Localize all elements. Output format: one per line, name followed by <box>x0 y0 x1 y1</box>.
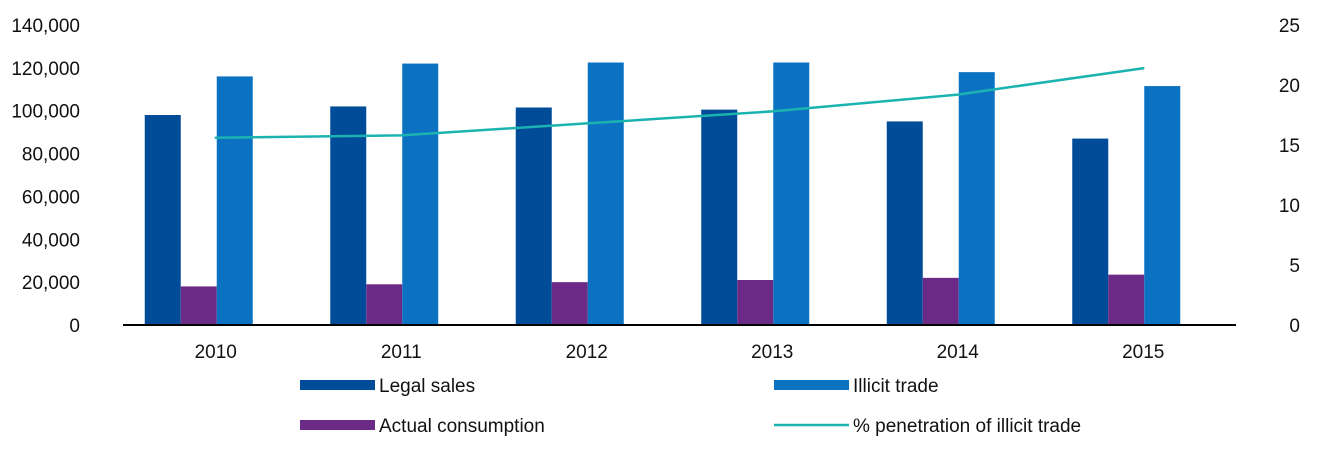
right-axis-tick-label: 20 <box>1279 76 1300 97</box>
left-axis-tick-label: 80,000 <box>22 145 80 166</box>
legend-swatch-illicit-trade <box>774 380 849 390</box>
legend: Legal sales Illicit trade Actual consumpti… <box>300 376 1081 437</box>
bar-actual-consumption-2012 <box>552 282 588 325</box>
bar-actual-consumption-2013 <box>737 280 773 325</box>
right-axis-tick-label: 10 <box>1279 196 1300 217</box>
bar-legal-sales-2011 <box>330 106 366 325</box>
left-axis-tick-label: 140,000 <box>11 16 80 37</box>
bar-illicit-trade-2013 <box>773 63 809 326</box>
legend-label-legal-sales: Legal sales <box>379 376 475 397</box>
bar-legal-sales-2013 <box>701 110 737 325</box>
x-axis-tick-label: 2012 <box>566 342 608 363</box>
bar-actual-consumption-2015 <box>1108 275 1144 325</box>
bar-illicit-trade-2012 <box>588 63 624 326</box>
legend-swatch-legal-sales <box>300 380 375 390</box>
x-axis-tick-label: 2014 <box>937 342 980 363</box>
right-axis-tick-labels: 0 5 10 15 20 25 <box>1279 16 1300 337</box>
legend-label-actual-consumption: Actual consumption <box>379 416 545 437</box>
x-axis-tick-label: 2013 <box>751 342 793 363</box>
left-axis-tick-label: 40,000 <box>22 230 80 251</box>
bar-legal-sales-2015 <box>1072 139 1108 325</box>
left-axis-tick-labels: 0 20,000 40,000 60,000 80,000 100,000 120,000 1… <box>11 16 80 337</box>
bar-legal-sales-2012 <box>516 108 552 326</box>
x-axis-tick-label: 2010 <box>195 342 237 363</box>
left-axis-tick-label: 100,000 <box>11 102 80 123</box>
legend-swatch-actual-consumption <box>300 420 375 430</box>
right-axis-tick-label: 25 <box>1279 16 1300 37</box>
bar-illicit-trade-2011 <box>402 64 438 325</box>
right-axis-tick-label: 15 <box>1279 136 1300 157</box>
x-axis-tick-label: 2011 <box>381 342 422 363</box>
right-axis-tick-label: 0 <box>1289 316 1300 337</box>
bar-actual-consumption-2014 <box>923 278 959 325</box>
bar-legal-sales-2014 <box>887 121 923 325</box>
legend-label-illicit-trade: Illicit trade <box>853 376 939 397</box>
left-axis-tick-label: 60,000 <box>22 187 80 208</box>
bar-illicit-trade-2014 <box>959 72 995 325</box>
left-axis-tick-label: 120,000 <box>11 59 80 80</box>
x-axis-tick-labels: 2010 2011 2012 2013 2014 2015 <box>195 342 1165 363</box>
legend-label-penetration-of-illicit-trade: % penetration of illicit trade <box>853 416 1081 437</box>
right-axis-tick-label: 5 <box>1289 256 1300 277</box>
bar-actual-consumption-2011 <box>366 284 402 325</box>
left-axis-tick-label: 20,000 <box>22 273 80 294</box>
bar-marks <box>145 63 1181 326</box>
x-axis-tick-label: 2015 <box>1122 342 1164 363</box>
left-axis-tick-label: 0 <box>69 316 80 337</box>
bar-actual-consumption-2010 <box>181 286 217 325</box>
bar-illicit-trade-2010 <box>217 76 253 325</box>
bar-legal-sales-2010 <box>145 115 181 325</box>
bar-illicit-trade-2015 <box>1144 86 1180 325</box>
